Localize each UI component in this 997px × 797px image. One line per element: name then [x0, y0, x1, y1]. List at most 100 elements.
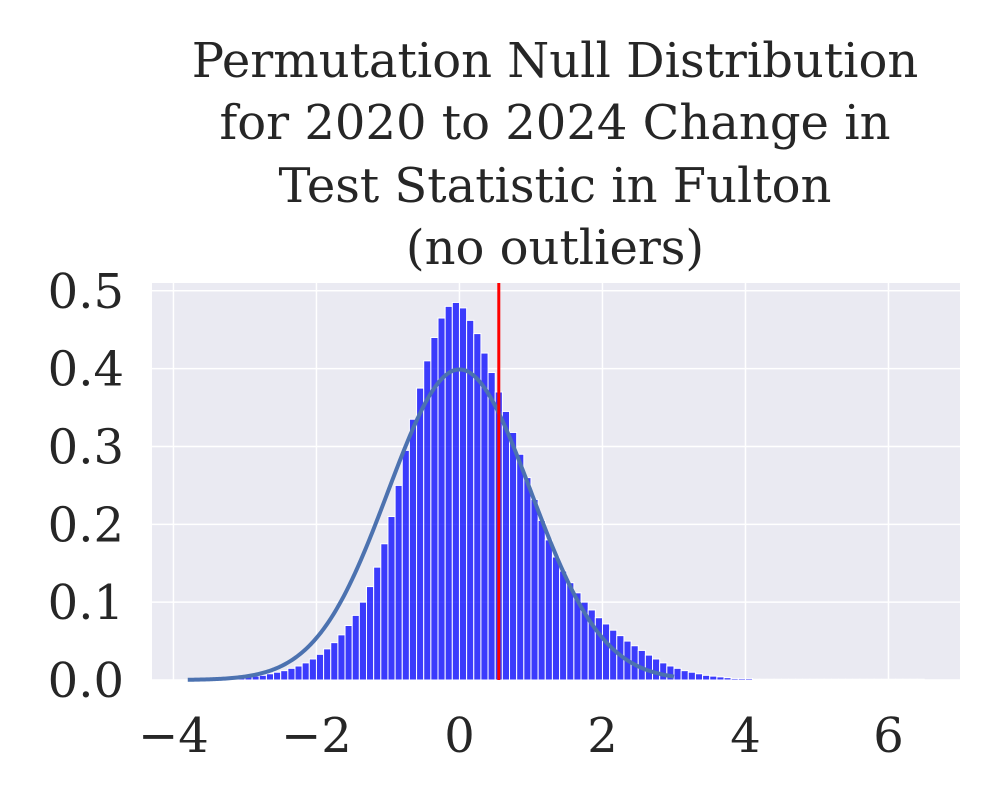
histogram-bar — [859, 678, 868, 681]
histogram-bar — [730, 677, 739, 681]
histogram-bar — [509, 431, 518, 681]
histogram-bar — [280, 670, 289, 681]
histogram-bar — [530, 498, 539, 681]
chart-title-line-2: for 2020 to 2024 Change in — [219, 95, 891, 152]
histogram-bar — [351, 614, 360, 681]
histogram-bar — [766, 678, 775, 681]
histogram-bar — [873, 678, 882, 681]
histogram-bar — [680, 670, 689, 681]
histogram-bar — [687, 671, 696, 681]
histogram-bar — [744, 677, 754, 681]
x-tick-label: 0 — [444, 708, 475, 764]
histogram-bar — [837, 678, 847, 681]
histogram-bar — [866, 678, 875, 681]
chart-title-line-4: (no outliers) — [405, 220, 705, 277]
histogram-bar — [909, 678, 918, 681]
histogram-bar — [809, 678, 818, 681]
histogram-bar — [816, 678, 825, 681]
histogram-bar — [337, 634, 346, 681]
histogram-bar — [423, 360, 432, 681]
histogram-bar — [752, 678, 761, 681]
histogram-bar — [473, 333, 482, 681]
histogram-bar — [551, 556, 561, 681]
chart-title-line-1: Permutation Null Distribution — [191, 33, 919, 89]
histogram-bar — [458, 307, 468, 681]
histogram-bar — [480, 352, 489, 681]
histogram-bar — [323, 648, 332, 681]
histogram-bar — [344, 625, 353, 681]
y-tick-label: 0.2 — [48, 497, 124, 553]
histogram-bar — [537, 519, 546, 681]
histogram-bar — [373, 566, 382, 681]
histogram-bar — [652, 658, 661, 681]
histogram-bar — [308, 658, 317, 681]
y-tick-label: 0.4 — [48, 342, 124, 398]
histogram-bar — [601, 623, 611, 681]
histogram-bar — [823, 678, 832, 681]
histogram-bar — [265, 673, 275, 681]
x-tick-label: 4 — [730, 708, 761, 764]
histogram-bar — [566, 582, 575, 681]
histogram-bar — [902, 678, 911, 681]
y-tick-label: 0.3 — [48, 419, 124, 475]
histogram-bar — [723, 677, 732, 681]
histogram-bar — [852, 678, 861, 681]
histogram-bar — [737, 677, 746, 681]
histogram-bar — [887, 678, 897, 681]
histogram-bar — [716, 676, 725, 681]
histogram-bar — [287, 667, 296, 681]
histogram-bar — [330, 642, 339, 681]
histogram-bar — [358, 601, 368, 681]
histogram-bar — [315, 653, 325, 681]
histogram-bar — [487, 372, 496, 681]
histogram-bar — [773, 678, 782, 681]
histogram-bar — [916, 678, 925, 681]
histogram-bar — [451, 301, 460, 681]
histogram-bar — [659, 662, 668, 681]
histogram-bar — [380, 543, 389, 681]
histogram-bar — [523, 477, 532, 681]
histogram-bar — [830, 678, 839, 681]
histogram-bar — [273, 671, 282, 681]
histogram-bar — [408, 418, 418, 681]
histogram-bar — [544, 539, 553, 681]
histogram-bar — [702, 674, 711, 681]
histogram-bar — [845, 678, 854, 681]
histogram-bar — [709, 675, 718, 681]
histogram-bar — [301, 662, 310, 681]
y-tick-label: 0.5 — [48, 264, 124, 320]
histogram-bar — [895, 678, 904, 681]
histogram-bar — [501, 410, 511, 681]
normal-density-curve — [187, 367, 675, 682]
histogram-bar — [366, 586, 375, 681]
histogram-bar — [444, 305, 453, 681]
histogram-bar — [416, 387, 425, 681]
histogram-bar — [759, 678, 768, 681]
x-tick-label: 2 — [587, 708, 618, 764]
histogram-bar — [795, 678, 804, 681]
histogram-bar — [559, 570, 568, 681]
histogram-bar — [294, 665, 303, 681]
histogram-bar — [394, 484, 403, 681]
histogram-bar — [437, 317, 446, 681]
histogram-bar — [644, 654, 654, 681]
x-tick-label: −2 — [281, 708, 352, 764]
histogram-bar — [694, 673, 704, 681]
histogram-bar — [880, 678, 889, 681]
histogram-bar — [673, 667, 682, 681]
histogram-bar — [609, 629, 618, 681]
histogram-bar — [802, 678, 811, 681]
histogram-bar — [401, 449, 410, 681]
histogram-bar — [387, 516, 396, 681]
chart-title: Permutation Null Distribution for 2020 t… — [100, 30, 997, 280]
histogram-bar — [258, 674, 267, 681]
histogram-bar — [787, 678, 797, 681]
chart-title-line-3: Test Statistic in Fulton — [278, 157, 832, 214]
x-tick-label: −4 — [138, 708, 209, 764]
histogram-bar — [516, 453, 525, 681]
y-tick-label: 0.0 — [48, 653, 124, 709]
y-tick-label: 0.1 — [48, 575, 124, 631]
x-tick-label: 6 — [873, 708, 904, 764]
histogram-bar — [780, 678, 789, 681]
